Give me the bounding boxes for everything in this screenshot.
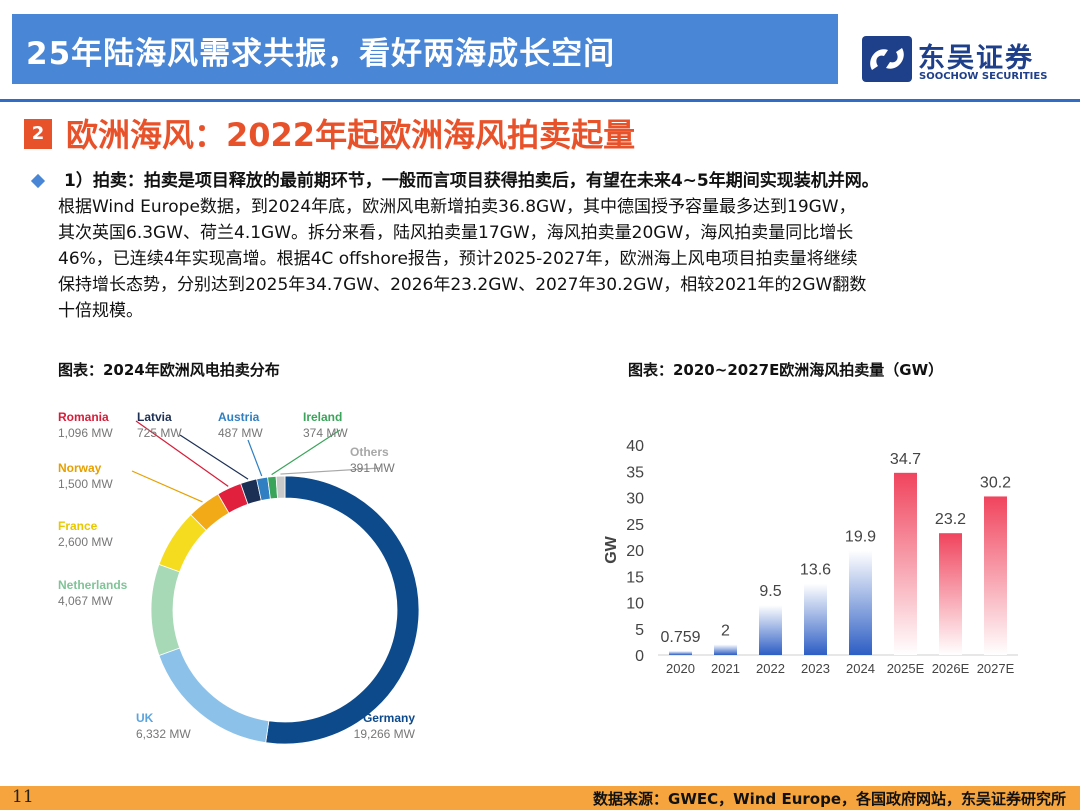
donut-value-france: 2,600 MW (58, 535, 113, 549)
y-tick-label: 30 (626, 491, 644, 508)
donut-slice-germany (265, 475, 420, 745)
donut-value-germany: 19,266 MW (354, 727, 416, 741)
leader-line-others (280, 467, 381, 475)
y-tick-label: 40 (626, 438, 644, 455)
paragraph-line: 其次英国6.3GW、荷兰4.1GW。拆分来看，陆风拍卖量17GW，海风拍卖量20… (58, 223, 854, 243)
donut-value-norway: 1,500 MW (58, 477, 113, 491)
bar-2023 (804, 583, 827, 655)
logo-text-cn: 东吴证券 (918, 43, 1034, 74)
y-tick-label: 35 (626, 464, 644, 481)
company-logo: 东吴证券 SOOCHOW SECURITIES (862, 36, 1062, 86)
leader-line-austria (247, 439, 263, 477)
bar-value-label: 0.759 (660, 629, 700, 646)
bar-value-label: 2 (721, 623, 730, 640)
donut-label-austria: Austria (218, 410, 260, 424)
logo-text-en: SOOCHOW SECURITIES (919, 71, 1048, 82)
bar-2021 (714, 644, 737, 655)
y-tick-label: 0 (635, 648, 644, 665)
donut-label-ireland: Ireland (303, 410, 342, 424)
x-tick-label: 2023 (801, 661, 830, 676)
bullet-diamond-icon (30, 173, 46, 189)
page-title: 25年陆海风需求共振，看好两海成长空间 (26, 36, 616, 72)
leader-line-latvia (179, 434, 249, 480)
donut-label-germany: Germany (363, 711, 415, 725)
left-chart-caption: 图表：2024年欧洲风电拍卖分布 (58, 361, 280, 379)
paragraph-lead: 1）拍卖：拍卖是项目释放的最前期环节，一般而言项目获得拍卖后，有望在未来4~5年… (64, 171, 879, 191)
y-tick-label: 15 (626, 569, 644, 586)
bar-2020 (669, 651, 692, 655)
section-title: 欧洲海风：2022年起欧洲海风拍卖起量 (66, 116, 636, 154)
bar-value-label: 30.2 (980, 474, 1011, 491)
donut-value-latvia: 725 MW (137, 426, 182, 440)
title-bar: 25年陆海风需求共振，看好两海成长空间 (12, 14, 838, 84)
paragraph-line: 十倍规模。 (58, 301, 143, 321)
logo-mark-icon (862, 36, 912, 82)
leader-line-romania (135, 420, 229, 487)
y-tick-label: 5 (635, 622, 644, 639)
donut-label-latvia: Latvia (137, 410, 172, 424)
leader-line-norway (131, 470, 203, 503)
header-divider (0, 99, 1080, 102)
paragraph-line: 46%，已连续4年实现高增。根据4C offshore报告，预计2025-202… (58, 249, 858, 269)
bar-value-label: 23.2 (935, 511, 966, 528)
leader-line-ireland (271, 429, 341, 476)
bar-2022 (759, 605, 782, 655)
donut-value-netherlands: 4,067 MW (58, 594, 113, 608)
y-tick-label: 10 (626, 596, 644, 613)
donut-label-france: France (58, 519, 98, 533)
y-axis-label: GW (603, 535, 620, 563)
footer-bar: 11 数据来源：GWEC，Wind Europe，各国政府网站，东吴证券研究所 (0, 786, 1080, 810)
bar-value-label: 13.6 (800, 562, 831, 579)
x-tick-label: 2025E (887, 661, 925, 676)
donut-value-austria: 487 MW (218, 426, 263, 440)
section-number-badge: 2 (24, 119, 52, 149)
donut-label-others: Others (350, 445, 389, 459)
x-tick-label: 2021 (711, 661, 740, 676)
paragraph-line: 保持增长态势，分别达到2025年34.7GW、2026年23.2GW、2027年… (58, 275, 867, 295)
y-tick-label: 20 (626, 543, 644, 560)
bar-value-label: 9.5 (759, 583, 781, 600)
x-tick-label: 2027E (977, 661, 1015, 676)
bar-2025E (894, 472, 917, 655)
x-tick-label: 2022 (756, 661, 785, 676)
page-number: 11 (12, 787, 34, 807)
x-tick-label: 2024 (846, 661, 875, 676)
right-chart-caption: 图表：2020~2027E欧洲海风拍卖量（GW） (628, 361, 944, 379)
donut-label-uk: UK (136, 711, 154, 725)
bar-value-label: 34.7 (890, 451, 921, 468)
donut-value-romania: 1,096 MW (58, 426, 113, 440)
donut-label-norway: Norway (58, 461, 102, 475)
bar-value-label: 19.9 (845, 529, 876, 546)
y-tick-label: 25 (626, 517, 644, 534)
bar-2024 (849, 550, 872, 655)
bar-chart: 0 5 10 15 20 25 30 35 40 GW 0.759 2020 2 2021 9.5 2022… (603, 438, 1018, 676)
donut-chart: Germany 19,266 MW UK 6,332 MW Netherlands 4,0… (58, 410, 420, 745)
donut-value-uk: 6,332 MW (136, 727, 191, 741)
bar-2026E (939, 533, 962, 655)
x-tick-label: 2020 (666, 661, 695, 676)
donut-slice-others (275, 475, 286, 499)
donut-label-netherlands: Netherlands (58, 578, 128, 592)
body-paragraph: 1）拍卖：拍卖是项目释放的最前期环节，一般而言项目获得拍卖后，有望在未来4~5年… (58, 168, 1064, 324)
source-note: 数据来源：GWEC，Wind Europe，各国政府网站，东吴证券研究所 (593, 790, 1066, 808)
donut-slice-netherlands (150, 563, 181, 656)
bar-2027E (984, 496, 1007, 655)
paragraph-line: 根据Wind Europe数据，到2024年底，欧洲风电新增拍卖36.8GW，其… (58, 197, 856, 217)
donut-label-romania: Romania (58, 410, 109, 424)
x-tick-label: 2026E (932, 661, 970, 676)
donut-value-others: 391 MW (350, 461, 395, 475)
donut-value-ireland: 374 MW (303, 426, 348, 440)
